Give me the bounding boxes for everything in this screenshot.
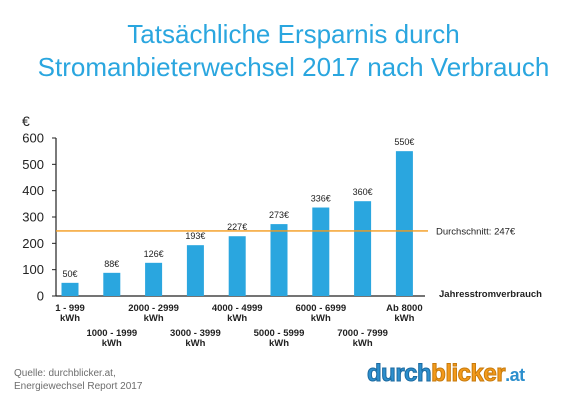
y-axis-unit-label: € [22, 113, 30, 129]
data-label-9: 550€ [394, 137, 414, 147]
x-category-label-7-line-1: 6000 - 6999 [295, 303, 346, 314]
bar-7 [312, 207, 330, 296]
x-category-label-3-line-1: 2000 - 2999 [128, 303, 179, 314]
x-category-label-6-line-1: 5000 - 5999 [254, 328, 305, 339]
bar-8 [354, 201, 372, 296]
bar-3 [145, 262, 163, 296]
y-tick-label-100: 100 [22, 262, 44, 277]
x-category-label-6-line-2: kWh [269, 338, 289, 349]
data-label-5: 227€ [227, 222, 247, 232]
data-label-1: 50€ [62, 269, 77, 279]
x-category-label-8-line-1: 7000 - 7999 [337, 328, 388, 339]
average-label: Durchschnitt: 247€ [436, 226, 516, 237]
data-label-8: 360€ [353, 187, 373, 197]
source-line-1: Quelle: durchblicker.at, [14, 368, 116, 379]
chart-title: Tatsächliche Ersparnis durch Stromanbiet… [0, 18, 587, 84]
bar-1 [61, 282, 79, 296]
x-category-label-3-line-2: kWh [144, 313, 164, 324]
x-category-label-9-line-2: kWh [394, 313, 414, 324]
x-category-label-2-line-1: 1000 - 1999 [86, 328, 137, 339]
x-category-label-4-line-2: kWh [185, 338, 205, 349]
x-axis-title: Jahresstromverbrauch [439, 289, 542, 300]
logo-part-3: .at [505, 365, 525, 385]
chart-title-line-1: Tatsächliche Ersparnis durch [127, 19, 460, 49]
source-note: Quelle: durchblicker.at, Energiewechsel … [14, 367, 142, 393]
x-category-label-4-line-1: 3000 - 3999 [170, 328, 221, 339]
y-tick-label-400: 400 [22, 183, 44, 198]
y-tick-label-600: 600 [22, 131, 44, 146]
x-category-label-9-line-1: Ab 8000 [386, 303, 422, 314]
x-category-label-2-line-2: kWh [102, 338, 122, 349]
x-category-label-5-line-2: kWh [227, 313, 247, 324]
y-tick-label-200: 200 [22, 236, 44, 251]
durchblicker-logo: durchblicker.at [366, 360, 525, 388]
logo-part-1: durch [366, 360, 432, 388]
bar-2 [103, 272, 121, 296]
y-tick-label-300: 300 [22, 210, 44, 225]
x-category-label-1-line-2: kWh [60, 313, 80, 324]
data-label-7: 336€ [311, 194, 331, 204]
data-label-3: 126€ [144, 249, 164, 259]
bar-6 [270, 224, 288, 296]
data-label-4: 193€ [185, 231, 205, 241]
bar-5 [228, 236, 246, 296]
x-category-label-1-line-1: 1 - 999 [55, 303, 85, 314]
data-label-6: 273€ [269, 210, 289, 220]
y-tick-label-0: 0 [37, 289, 44, 304]
data-label-2: 88€ [104, 259, 119, 269]
x-category-label-7-line-2: kWh [311, 313, 331, 324]
bar-4 [186, 245, 204, 296]
chart-title-line-2: Stromanbieterwechsel 2017 nach Verbrauch [37, 52, 550, 82]
x-category-label-8-line-2: kWh [353, 338, 373, 349]
bar-9 [395, 151, 413, 296]
x-category-label-5-line-1: 4000 - 4999 [212, 303, 263, 314]
source-line-2: Energiewechsel Report 2017 [14, 381, 143, 392]
logo-part-2: blicker [431, 360, 506, 388]
y-tick-label-500: 500 [22, 157, 44, 172]
